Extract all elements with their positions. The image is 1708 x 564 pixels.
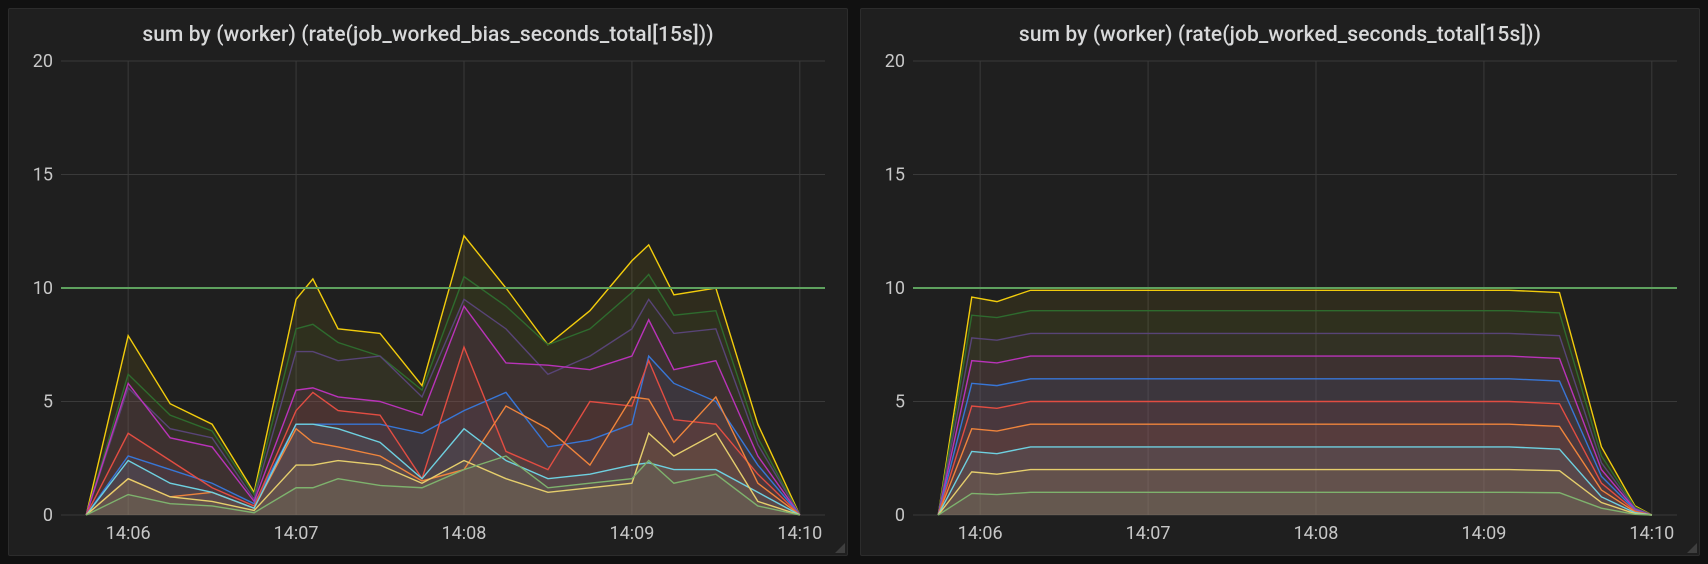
panel-title: sum by (worker) (rate(job_worked_bias_se… bbox=[17, 17, 839, 51]
svg-text:14:08: 14:08 bbox=[1294, 523, 1339, 544]
svg-text:20: 20 bbox=[885, 51, 905, 72]
svg-text:14:07: 14:07 bbox=[274, 523, 319, 544]
resize-handle-icon[interactable] bbox=[835, 543, 845, 553]
svg-text:14:06: 14:06 bbox=[958, 523, 1003, 544]
svg-text:14:06: 14:06 bbox=[106, 523, 151, 544]
panel-title: sum by (worker) (rate(job_worked_seconds… bbox=[869, 17, 1691, 51]
panel-right[interactable]: sum by (worker) (rate(job_worked_seconds… bbox=[860, 8, 1700, 556]
svg-text:14:09: 14:09 bbox=[1461, 523, 1506, 544]
svg-text:15: 15 bbox=[885, 165, 905, 186]
svg-text:14:10: 14:10 bbox=[777, 523, 822, 544]
svg-text:0: 0 bbox=[43, 505, 53, 526]
resize-handle-icon[interactable] bbox=[1687, 543, 1697, 553]
svg-text:15: 15 bbox=[33, 165, 53, 186]
svg-text:14:08: 14:08 bbox=[442, 523, 487, 544]
svg-text:5: 5 bbox=[895, 392, 905, 413]
chart-area-left[interactable]: 0 5 10 15 20 14:06 14:07 14:08 14:09 14:10 bbox=[17, 51, 839, 549]
dashboard: sum by (worker) (rate(job_worked_bias_se… bbox=[0, 0, 1708, 564]
chart-svg-right: 0 5 10 15 20 14:06 14:07 14:08 14:09 14:10 bbox=[869, 51, 1691, 549]
svg-text:14:07: 14:07 bbox=[1126, 523, 1171, 544]
svg-text:10: 10 bbox=[33, 278, 53, 299]
svg-text:14:10: 14:10 bbox=[1629, 523, 1674, 544]
svg-text:10: 10 bbox=[885, 278, 905, 299]
panel-left[interactable]: sum by (worker) (rate(job_worked_bias_se… bbox=[8, 8, 848, 556]
chart-svg-left: 0 5 10 15 20 14:06 14:07 14:08 14:09 14:10 bbox=[17, 51, 839, 549]
chart-area-right[interactable]: 0 5 10 15 20 14:06 14:07 14:08 14:09 14:10 bbox=[869, 51, 1691, 549]
svg-text:20: 20 bbox=[33, 51, 53, 72]
svg-text:5: 5 bbox=[43, 392, 53, 413]
svg-text:0: 0 bbox=[895, 505, 905, 526]
svg-text:14:09: 14:09 bbox=[609, 523, 654, 544]
